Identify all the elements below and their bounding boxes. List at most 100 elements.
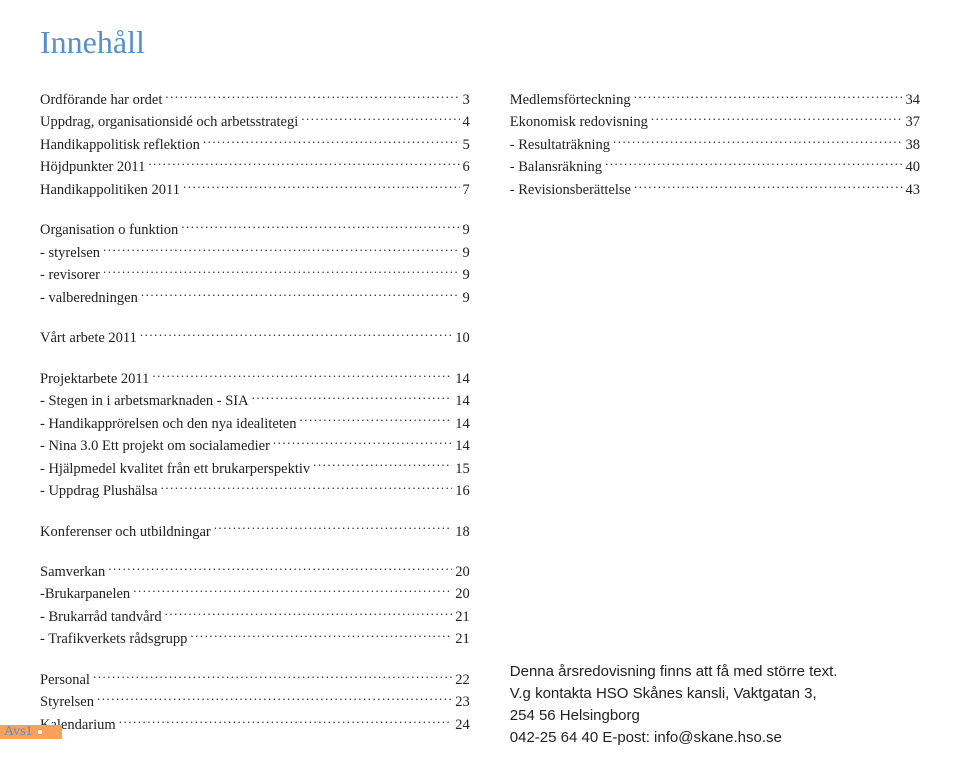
toc-dots [165, 606, 453, 621]
toc-dots [313, 458, 452, 473]
toc-label: -Brukarpanelen [40, 583, 130, 605]
toc-page: 14 [455, 413, 470, 435]
toc-section: Ordförande har ordet3 Uppdrag, organisat… [40, 89, 470, 201]
toc-entry: Uppdrag, organisationsidé och arbetsstra… [40, 111, 470, 133]
toc-label: - Hjälpmedel kvalitet från ett brukarper… [40, 458, 310, 480]
toc-page: 21 [455, 606, 470, 628]
toc-dots [148, 157, 459, 172]
toc-entry: - valberedningen9 [40, 287, 470, 309]
footer-dot-icon [45, 729, 51, 735]
toc-page: 16 [455, 480, 470, 502]
toc-entry: Konferenser och utbildningar 18 [40, 521, 470, 543]
toc-section: Medlemsförteckning34 Ekonomisk redovisni… [510, 89, 920, 201]
toc-dots [152, 368, 452, 383]
toc-label: Ekonomisk redovisning [510, 111, 648, 133]
toc-label: - valberedningen [40, 287, 138, 309]
toc-label: Höjdpunkter 2011 [40, 156, 145, 178]
toc-label: - Resultaträkning [510, 134, 610, 156]
toc-page: 7 [463, 179, 470, 201]
toc-entry: Medlemsförteckning34 [510, 89, 920, 111]
toc-page: 37 [906, 111, 921, 133]
toc-label: Samverkan [40, 561, 105, 583]
toc-entry: Kalendarium24 [40, 714, 470, 736]
toc-dots [203, 134, 460, 149]
toc-entry: Organisation o funktion 9 [40, 219, 470, 241]
toc-label: - Nina 3.0 Ett projekt om socialamedier [40, 435, 270, 457]
toc-label: - Trafikverkets rådsgrupp [40, 628, 187, 650]
toc-label: - Balansräkning [510, 156, 602, 178]
contact-note: Denna årsredovisning finns att få med st… [510, 661, 920, 748]
toc-label: - revisorer [40, 264, 100, 286]
toc-page: 14 [455, 390, 470, 412]
toc-page: 20 [455, 561, 470, 583]
toc-page: 3 [463, 89, 470, 111]
toc-entry: - Hjälpmedel kvalitet från ett brukarper… [40, 458, 470, 480]
toc-entry: - Balansräkning 40 [510, 156, 920, 178]
toc-dots [161, 481, 453, 496]
toc-entry: - styrelsen9 [40, 242, 470, 264]
footer-dot-icon [37, 729, 43, 735]
toc-page: 38 [906, 134, 921, 156]
toc-label: Handikappolitisk reflektion [40, 134, 200, 156]
toc-dots [140, 328, 452, 343]
toc-entry: Projektarbete 201114 [40, 368, 470, 390]
toc-entry: - Brukarråd tandvård 21 [40, 606, 470, 628]
toc-page: 9 [463, 219, 470, 241]
toc-page: 34 [906, 89, 921, 111]
toc-left-column: Ordförande har ordet3 Uppdrag, organisat… [40, 89, 470, 754]
toc-label: - Uppdrag Plushälsa [40, 480, 158, 502]
toc-section: Konferenser och utbildningar 18 [40, 521, 470, 543]
toc-dots [634, 90, 903, 105]
toc-label: - Brukarråd tandvård [40, 606, 162, 628]
toc-page: 24 [455, 714, 470, 736]
toc-dots [141, 287, 460, 302]
toc-entry: Ordförande har ordet3 [40, 89, 470, 111]
toc-label: Organisation o funktion [40, 219, 178, 241]
toc-dots [273, 436, 452, 451]
note-line: Denna årsredovisning finns att få med st… [510, 661, 920, 683]
toc-entry: - Stegen in i arbetsmarknaden - SIA14 [40, 390, 470, 412]
toc-label: Handikappolitiken 2011 [40, 179, 180, 201]
toc-entry: - Trafikverkets rådsgrupp21 [40, 628, 470, 650]
toc-page: 18 [455, 521, 470, 543]
toc-entry: Vårt arbete 201110 [40, 327, 470, 349]
note-line: 254 56 Helsingborg [510, 705, 920, 727]
toc-entry: -Brukarpanelen 20 [40, 583, 470, 605]
note-line: 042-25 64 40 E-post: info@skane.hso.se [510, 727, 920, 749]
page-title: Innehåll [40, 24, 920, 61]
toc-page: 40 [906, 156, 921, 178]
toc-entry: - Resultaträkning 38 [510, 134, 920, 156]
toc-entry: Handikappolitiken 2011 7 [40, 179, 470, 201]
toc-label: Personal [40, 669, 90, 691]
toc-dots [651, 112, 903, 127]
toc-dots [93, 669, 452, 684]
toc-page: 5 [463, 134, 470, 156]
toc-page: 9 [463, 264, 470, 286]
toc-page: 22 [455, 669, 470, 691]
toc-entry: Samverkan 20 [40, 561, 470, 583]
toc-dots [97, 692, 452, 707]
toc-page: 10 [455, 327, 470, 349]
toc-columns: Ordförande har ordet3 Uppdrag, organisat… [40, 89, 920, 754]
toc-page: 15 [455, 458, 470, 480]
toc-section: Projektarbete 201114 - Stegen in i arbet… [40, 368, 470, 503]
toc-dots [183, 179, 460, 194]
toc-dots [613, 134, 902, 149]
toc-dots [252, 391, 453, 406]
toc-label: Uppdrag, organisationsidé och arbetsstra… [40, 111, 298, 133]
toc-dots [214, 521, 453, 536]
toc-entry: - Uppdrag Plushälsa 16 [40, 480, 470, 502]
toc-section: Organisation o funktion 9 - styrelsen9 - … [40, 219, 470, 309]
toc-dots [108, 561, 452, 576]
toc-label: - Revisionsberättelse [510, 179, 631, 201]
toc-label: Projektarbete 2011 [40, 368, 149, 390]
toc-entry: - Handikapprörelsen och den nya idealite… [40, 413, 470, 435]
toc-dots [103, 265, 460, 280]
toc-label: Styrelsen [40, 691, 94, 713]
toc-label: Konferenser och utbildningar [40, 521, 211, 543]
toc-entry: - revisorer 9 [40, 264, 470, 286]
toc-dots [165, 90, 459, 105]
toc-dots [181, 220, 459, 235]
toc-page: 20 [455, 583, 470, 605]
toc-dots [299, 413, 452, 428]
